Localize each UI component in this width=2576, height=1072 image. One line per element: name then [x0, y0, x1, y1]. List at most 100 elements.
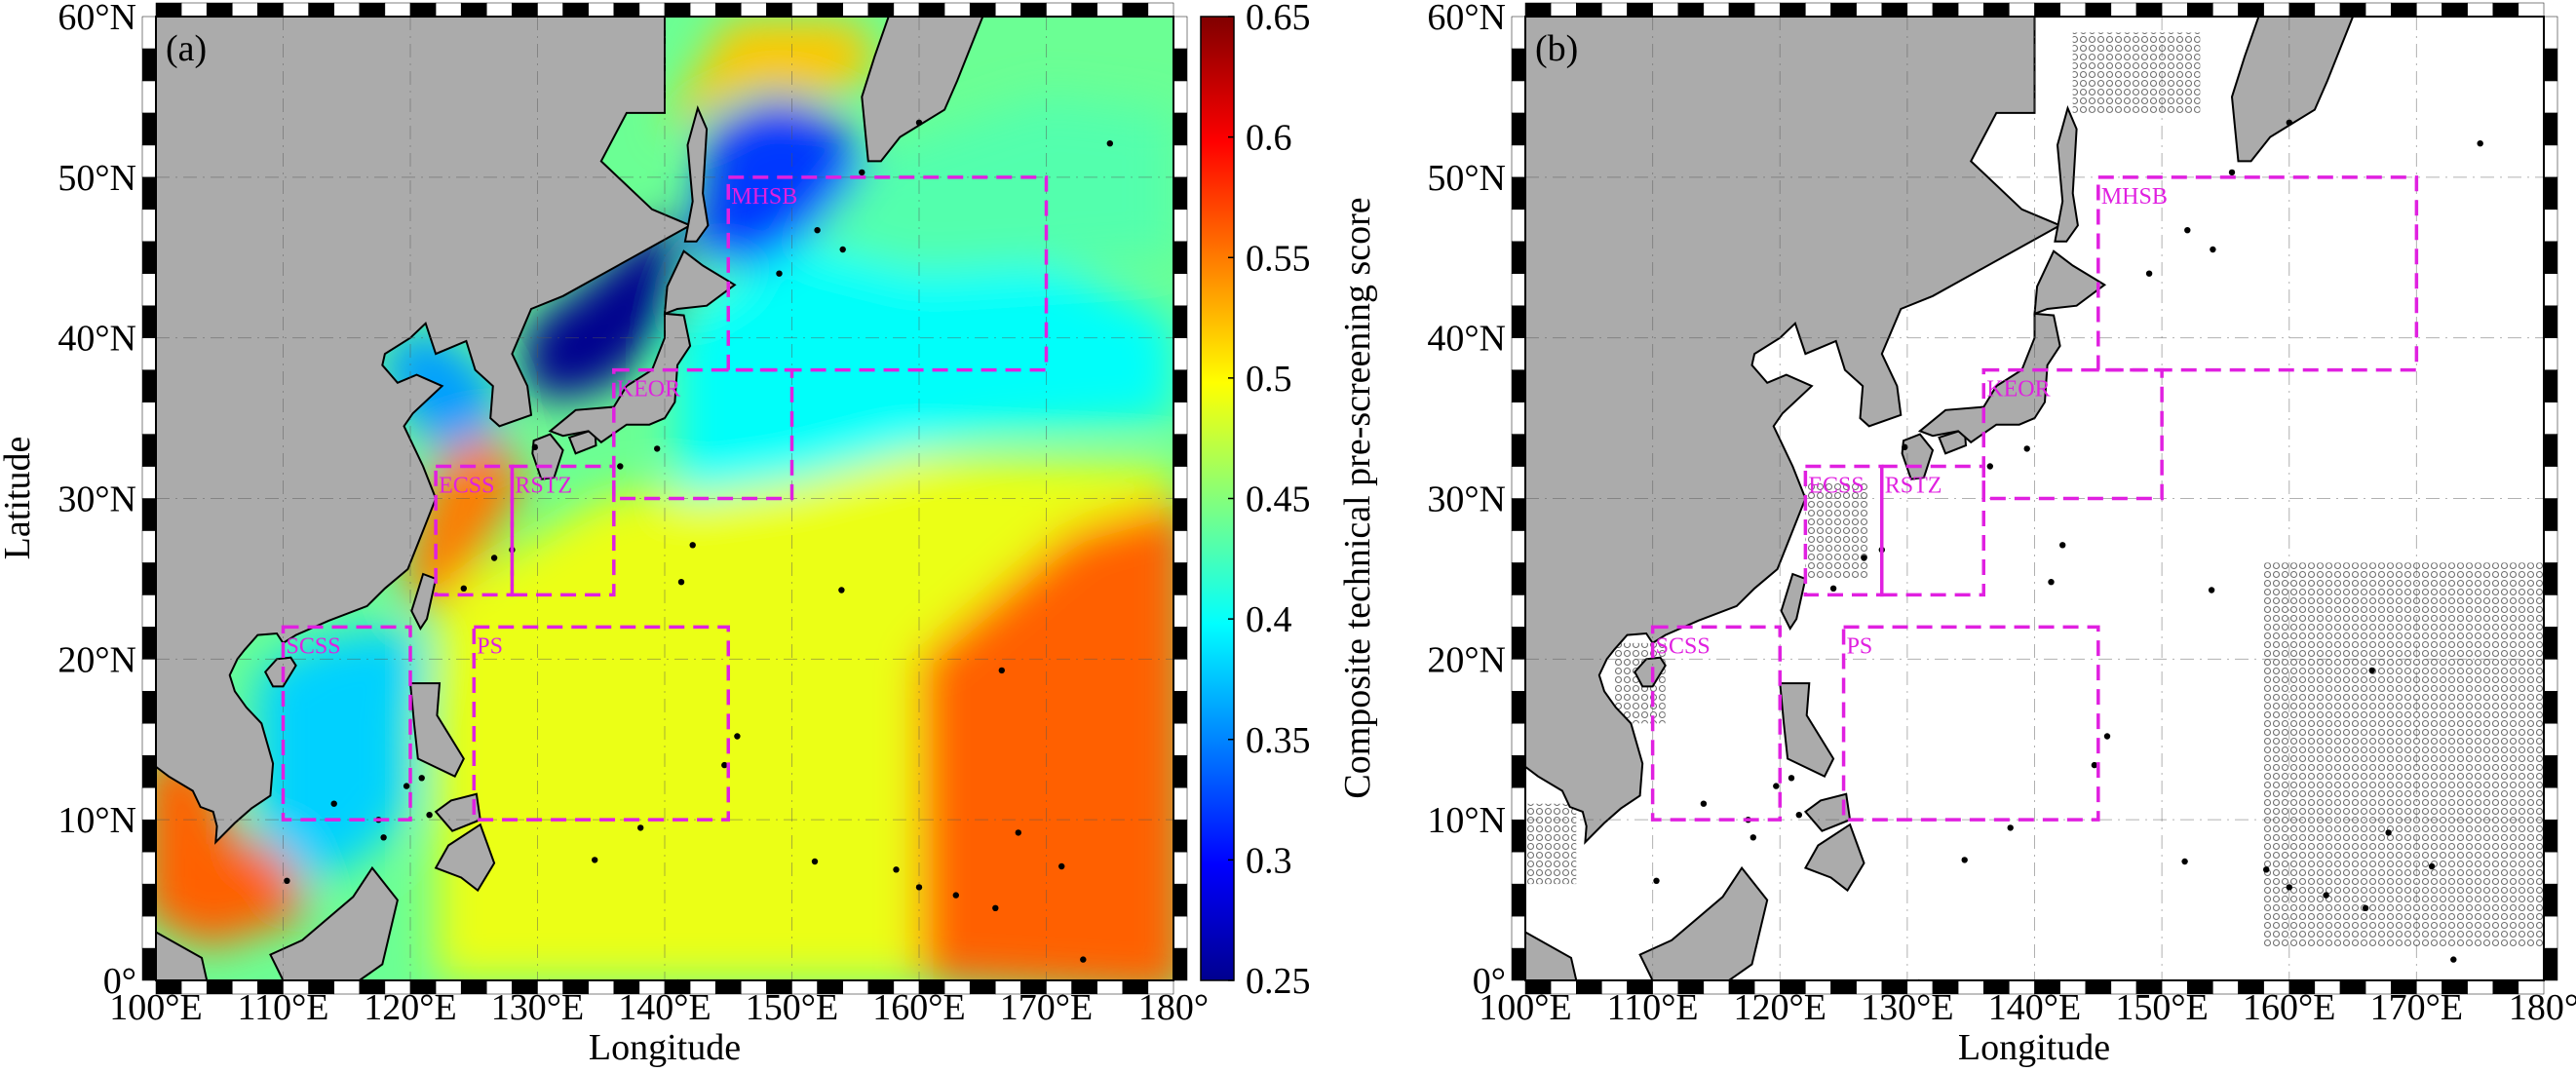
- frame-segment: [141, 241, 157, 274]
- frame-segment: [1511, 691, 1526, 724]
- frame-segment: [714, 2, 742, 18]
- frame-segment: [1173, 209, 1188, 243]
- island: [2059, 542, 2066, 549]
- frame-segment: [1511, 786, 1526, 821]
- frame-segment: [2543, 402, 2558, 435]
- axes: 100°E 110°E 120°E 130°E 140°E 150°E 160°E 170°E…: [58, 0, 1209, 1028]
- region-box-scss: [281, 625, 412, 822]
- island: [637, 824, 644, 831]
- frame-border: [155, 16, 1174, 981]
- frame-segment: [1173, 241, 1188, 274]
- frame-segment: [2110, 2, 2137, 18]
- island: [1700, 800, 1708, 807]
- landmass-borneo: [1638, 865, 1769, 980]
- frame-segment: [1511, 754, 1526, 788]
- y-axis-label: Latitude: [0, 437, 38, 560]
- frame-segment: [141, 337, 157, 370]
- frame-segment: [1511, 530, 1526, 563]
- frame-segment: [893, 2, 920, 18]
- frame-segment: [2187, 2, 2213, 18]
- landmass-sakhalin: [2054, 104, 2079, 243]
- island: [2286, 119, 2292, 126]
- frame-segment: [232, 2, 258, 18]
- frame-segment: [1173, 659, 1188, 692]
- frame-segment: [1096, 979, 1124, 995]
- frame-segment: [1511, 369, 1526, 402]
- axes: 100°E 110°E 120°E 130°E 140°E 150°E 160°E 170°E…: [1427, 0, 2576, 1028]
- region-label-ecss: ECSS: [1808, 474, 1864, 499]
- frame-segment: [1511, 305, 1526, 338]
- frame-segment: [2543, 144, 2558, 178]
- frame-segment: [1511, 819, 1526, 853]
- island: [677, 579, 685, 586]
- frame-segment: [2059, 2, 2086, 18]
- frame-segment: [141, 273, 157, 306]
- island: [284, 877, 290, 884]
- region-label-rstz: RSTZ: [515, 474, 572, 499]
- island: [2368, 667, 2375, 674]
- island: [2210, 246, 2216, 253]
- island: [426, 812, 433, 819]
- map-frame: [141, 2, 1188, 995]
- region-label-ecss: ECSS: [439, 474, 494, 499]
- frame-segment: [689, 2, 716, 18]
- frame-segment: [141, 851, 157, 885]
- frame-segment: [2543, 176, 2558, 211]
- frame-segment: [1511, 16, 1526, 50]
- island: [1829, 585, 1837, 592]
- island: [2091, 761, 2098, 769]
- landmass-sumatra: [156, 931, 209, 980]
- y-tick-label: 20°N: [1427, 639, 1506, 680]
- region-label-scss: SCSS: [1656, 633, 1711, 659]
- frame-segment: [141, 627, 157, 660]
- frame-segment: [2543, 112, 2558, 146]
- frame-segment: [2467, 2, 2493, 18]
- island: [721, 761, 728, 769]
- panel-a: MHSB KEOR ECSS RSTZ SCSS PS 100°E 110°E 120°E 13…: [0, 0, 1209, 1068]
- island: [2263, 866, 2270, 873]
- x-tick-label: 170°E: [2370, 987, 2463, 1028]
- x-tick-label: 180°: [2509, 987, 2576, 1028]
- frame-segment: [1020, 2, 1047, 18]
- frame-segment: [2543, 627, 2558, 660]
- frame-segment: [1511, 562, 1526, 595]
- frame-segment: [2543, 369, 2558, 402]
- score-zone: [677, 96, 1173, 323]
- landmass-asia: [156, 17, 693, 845]
- colorbar-ramp: [1200, 16, 1235, 981]
- frame-segment: [1576, 2, 1602, 18]
- frame-segment: [2543, 915, 2558, 949]
- frame-segment: [613, 2, 640, 18]
- panel-b: MHSB KEOR ECSS RSTZ SCSS PS 100°E 110°E 120°E 13…: [1427, 0, 2576, 1068]
- frame-segment: [2288, 2, 2316, 18]
- marker-area: [2263, 562, 2544, 949]
- frame-segment: [2441, 2, 2468, 18]
- frame-segment: [2543, 723, 2558, 756]
- x-tick-label: 170°E: [1000, 987, 1093, 1028]
- frame-segment: [2009, 2, 2035, 18]
- frame-segment: [1511, 659, 1526, 692]
- frame-segment: [1173, 337, 1188, 370]
- x-tick-label: 160°E: [2243, 987, 2335, 1028]
- frame-segment: [1173, 80, 1188, 114]
- island: [838, 587, 845, 593]
- land-mask: [156, 17, 1114, 980]
- region-box-rstz: [510, 464, 616, 597]
- frame-segment: [2034, 2, 2060, 18]
- frame-segment: [1511, 80, 1526, 114]
- colorbar-tick-label: 0.25: [1246, 961, 1311, 1002]
- island: [1773, 783, 1780, 789]
- frame-segment: [409, 2, 437, 18]
- landmass-hokkaido: [2033, 249, 2107, 316]
- frame-segment: [1627, 2, 1653, 18]
- frame-segment: [1652, 2, 1678, 18]
- island: [992, 904, 999, 911]
- frame-segment: [2543, 562, 2558, 595]
- frame-segment: [2543, 691, 2558, 724]
- frame-segment: [2365, 2, 2392, 18]
- frame-segment: [588, 2, 615, 18]
- landmass-mindanao: [1803, 823, 1865, 893]
- frame-segment: [1511, 498, 1526, 531]
- landmass-asia: [1525, 17, 2062, 845]
- y-tick-label: 0°: [103, 961, 136, 1002]
